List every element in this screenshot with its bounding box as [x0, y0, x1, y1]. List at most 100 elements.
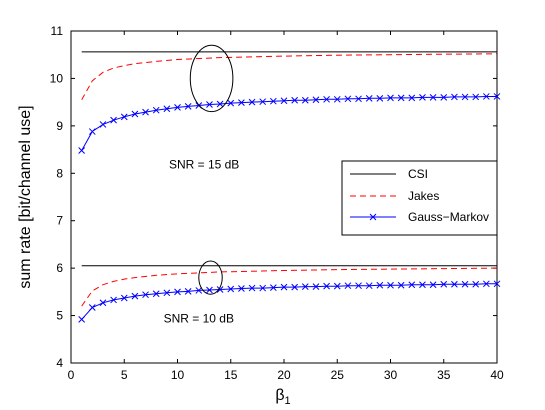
snr-annotation: SNR = 10 dB	[164, 312, 234, 326]
data-point-marker	[493, 93, 501, 100]
x-tick-label: 5	[121, 368, 128, 382]
data-point-marker	[344, 282, 352, 290]
data-point-marker	[216, 286, 224, 293]
data-point-marker	[206, 286, 213, 294]
data-point-marker	[195, 287, 203, 294]
y-tick-label: 5	[56, 309, 63, 323]
data-point-marker	[269, 97, 277, 105]
data-point-marker	[376, 281, 384, 289]
legend-label-gauss-markov: Gauss−Markov	[408, 210, 489, 224]
data-point-marker	[163, 105, 171, 113]
data-point-marker	[301, 283, 309, 290]
data-point-marker	[110, 116, 117, 124]
data-point-marker	[227, 99, 235, 107]
data-point-marker	[206, 101, 213, 108]
data-point-marker	[269, 284, 277, 291]
x-tick-label: 15	[224, 368, 238, 382]
data-point-marker	[78, 147, 86, 154]
series-line-gauss-markov-10db	[81, 283, 497, 320]
x-tick-label: 0	[68, 368, 75, 382]
x-tick-label: 35	[437, 368, 451, 382]
x-axis-label: β1	[275, 387, 290, 407]
data-point-marker	[333, 95, 341, 103]
group-ellipse-0	[189, 44, 234, 113]
data-point-marker	[88, 304, 96, 311]
y-tick-label: 6	[56, 261, 63, 275]
data-point-marker	[291, 283, 299, 291]
data-point-marker	[184, 288, 192, 295]
data-point-marker	[333, 282, 341, 290]
legend-label-jakes: Jakes	[408, 189, 439, 203]
x-axis-label-subscript: 1	[285, 395, 291, 407]
data-point-marker	[248, 284, 256, 292]
data-point-marker	[365, 94, 373, 102]
data-point-marker	[152, 290, 160, 298]
data-point-marker	[152, 106, 160, 114]
data-point-marker	[323, 95, 330, 103]
data-point-marker	[99, 299, 107, 307]
data-point-marker	[312, 283, 320, 290]
legend-marker-gauss-markov	[369, 213, 377, 221]
data-point-marker	[227, 285, 235, 293]
data-point-marker	[397, 281, 405, 289]
snr-group-ellipses	[189, 44, 234, 295]
group-ellipse-1	[198, 260, 223, 295]
data-point-marker	[131, 110, 139, 118]
x-tick-label: 25	[331, 368, 345, 382]
y-axis-label: sum rate [bit/channel use]	[17, 105, 34, 288]
data-point-marker	[238, 99, 245, 106]
x-tick-label: 40	[490, 368, 504, 382]
data-point-marker	[365, 282, 373, 290]
data-point-marker	[174, 104, 181, 111]
data-point-marker	[174, 288, 181, 296]
data-point-marker	[429, 281, 437, 289]
legend: CSI Jakes Gauss−Markov	[341, 160, 498, 236]
data-point-marker	[344, 95, 352, 103]
y-tick-label: 4	[56, 356, 63, 370]
data-point-marker	[451, 93, 458, 101]
data-point-marker	[408, 94, 416, 102]
data-point-marker	[387, 94, 394, 102]
data-point-marker	[163, 289, 171, 297]
data-point-marker	[280, 97, 288, 105]
data-point-marker	[482, 93, 490, 100]
data-point-marker	[376, 94, 384, 102]
data-point-marker	[280, 283, 288, 291]
y-tick-label: 9	[56, 119, 63, 133]
data-point-marker	[259, 98, 267, 106]
data-point-marker	[301, 96, 309, 104]
data-point-marker	[142, 108, 149, 116]
data-point-marker	[408, 281, 416, 289]
data-point-marker	[451, 280, 458, 288]
x-tick-label: 30	[384, 368, 398, 382]
data-point-marker	[110, 296, 117, 304]
data-point-marker	[461, 93, 469, 101]
data-point-marker	[387, 281, 394, 289]
data-point-marker	[248, 98, 256, 106]
series-line-gauss-markov-15db	[81, 96, 497, 151]
data-point-marker	[355, 282, 362, 290]
data-point-marker	[216, 100, 224, 108]
y-tick-label: 11	[51, 24, 64, 38]
data-point-marker	[131, 292, 139, 300]
data-point-marker	[238, 285, 245, 292]
annotations: SNR = 15 dB SNR = 10 dB	[164, 158, 240, 326]
data-point-marker	[142, 291, 149, 299]
x-tick-label: 20	[277, 368, 291, 382]
data-point-marker	[419, 281, 426, 289]
data-point-marker	[419, 94, 426, 101]
x-tick-label: 10	[171, 368, 185, 382]
y-tick-label: 10	[50, 71, 64, 85]
data-point-marker	[184, 103, 192, 110]
data-point-marker	[440, 280, 448, 288]
data-point-marker	[493, 280, 501, 288]
snr-annotation: SNR = 15 dB	[169, 158, 239, 172]
data-point-marker	[323, 282, 330, 290]
data-point-marker	[312, 96, 320, 104]
y-tick-label: 7	[56, 214, 63, 228]
legend-label-csi: CSI	[408, 167, 428, 181]
data-point-marker	[461, 280, 469, 288]
series-lines	[78, 51, 501, 323]
data-point-marker	[482, 280, 490, 288]
